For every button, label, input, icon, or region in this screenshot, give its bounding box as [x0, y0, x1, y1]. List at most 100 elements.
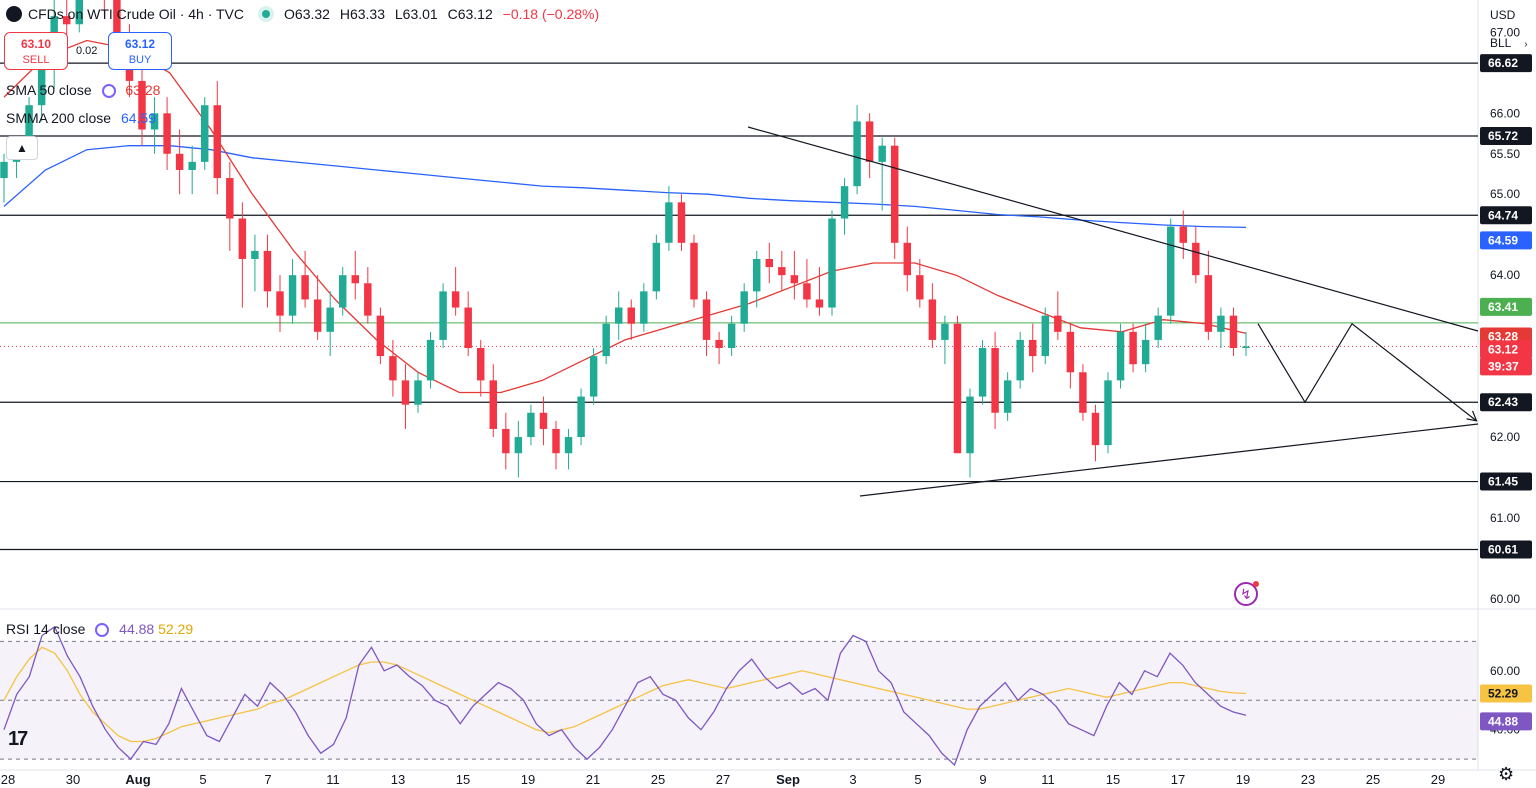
candle	[778, 250, 786, 292]
candle-body	[589, 356, 598, 397]
sma-legend[interactable]: SMA 50 close 63.28	[6, 82, 160, 98]
candle	[364, 267, 372, 324]
candle	[1104, 372, 1112, 454]
candle	[903, 226, 911, 292]
rsi-label: RSI 14 close	[6, 621, 86, 637]
candle	[339, 267, 347, 316]
price-label: 65.72	[1480, 126, 1532, 145]
candle	[1192, 226, 1200, 284]
candle	[828, 210, 836, 316]
candle	[1066, 323, 1075, 389]
candle	[1016, 331, 1024, 389]
candle-body	[941, 323, 949, 340]
buy-price: 63.12	[124, 37, 156, 51]
candle-body	[577, 396, 585, 438]
candle-body	[175, 153, 184, 170]
symbol-title[interactable]: CFDs on WTI Crude Oil · 4h · TVC	[28, 6, 245, 22]
candle	[1204, 250, 1213, 340]
candle	[865, 113, 874, 179]
time-tick-label: 27	[716, 772, 730, 787]
candle	[853, 105, 861, 195]
price-label-text: 62.43	[1488, 395, 1518, 409]
candle	[175, 129, 184, 195]
candle	[953, 315, 962, 454]
candle-body	[627, 307, 635, 324]
candle	[63, 0, 71, 41]
candle	[615, 291, 623, 340]
candle-body	[63, 16, 71, 25]
time-tick-label: 21	[586, 772, 600, 787]
price-label-text: 66.62	[1488, 56, 1518, 70]
candle	[389, 339, 397, 397]
candle-body	[1016, 339, 1024, 381]
candle-body	[953, 323, 962, 454]
price-tick-label: 67.00	[1490, 25, 1520, 39]
candle	[201, 97, 209, 170]
price-label-bg	[1480, 297, 1532, 316]
candle-body	[201, 105, 209, 162]
candle-body	[414, 380, 422, 405]
gear-icon[interactable]: ⚙	[1498, 764, 1515, 784]
buy-label: BUY	[128, 54, 152, 66]
candle	[1003, 372, 1012, 421]
collapse-legend-button[interactable]: ▲	[6, 136, 38, 160]
price-label-text: 63.41	[1488, 300, 1518, 314]
time-tick-label: 11	[1041, 772, 1055, 787]
chevron-down-icon: ›	[1524, 39, 1528, 50]
candle-body	[602, 323, 610, 357]
candle-body	[715, 339, 723, 349]
candle	[527, 404, 535, 446]
compare-icon[interactable]	[101, 84, 116, 98]
candle-body	[364, 283, 372, 316]
candle	[577, 388, 585, 446]
candle	[966, 388, 974, 478]
candle	[1091, 404, 1100, 462]
candle	[765, 242, 773, 284]
candle	[878, 137, 886, 211]
currency-select[interactable]: USD	[1482, 2, 1532, 28]
rsi-settings-icon[interactable]	[95, 623, 110, 637]
candle	[1116, 323, 1125, 389]
candle-body	[1116, 331, 1125, 381]
candle-body	[552, 428, 560, 454]
buy-button[interactable]: 63.12 BUY	[108, 32, 172, 70]
sell-button[interactable]: 63.10 SELL	[4, 32, 68, 70]
candle	[451, 267, 460, 316]
smma-legend[interactable]: SMMA 200 close 64.59	[6, 110, 156, 126]
smma-label: SMMA 200 close	[6, 110, 112, 126]
time-tick-label: 11	[326, 772, 340, 787]
rsi-price-label-text: 52.29	[1488, 687, 1518, 701]
rsi-price-label: 44.88	[1480, 712, 1532, 731]
candle-body	[1217, 315, 1225, 332]
time-tick-label: 15	[456, 772, 470, 787]
candle	[263, 234, 272, 308]
candle	[313, 275, 322, 340]
unit-select[interactable]: BLL ›	[1482, 30, 1532, 56]
candle	[426, 331, 435, 389]
candle-body	[0, 161, 8, 179]
spread-value: 0.02	[76, 45, 98, 57]
price-label-text: 39:37	[1488, 359, 1519, 373]
candle	[991, 331, 999, 429]
candle	[978, 339, 987, 405]
time-tick-label: 7	[264, 772, 271, 787]
price-label-text: 64.59	[1488, 233, 1518, 247]
candle-body	[138, 80, 146, 130]
price-label: 64.59	[1480, 231, 1532, 250]
rsi-legend[interactable]: RSI 14 close 44.88 52.29	[6, 621, 193, 637]
candle	[188, 145, 196, 195]
candle	[276, 275, 284, 332]
candle	[753, 250, 761, 308]
candle	[326, 291, 334, 357]
candle-body	[1167, 226, 1175, 316]
candle-body	[489, 380, 497, 429]
flash-alert-icon[interactable]: ↯	[1234, 581, 1259, 606]
candle	[138, 64, 146, 146]
rsi-ma-value: 52.29	[158, 621, 194, 637]
candle-body	[753, 258, 761, 292]
candle	[1041, 307, 1049, 365]
time-tick-label: 3	[849, 772, 856, 787]
candle	[1029, 323, 1037, 373]
time-tick-label: Aug	[125, 772, 150, 787]
